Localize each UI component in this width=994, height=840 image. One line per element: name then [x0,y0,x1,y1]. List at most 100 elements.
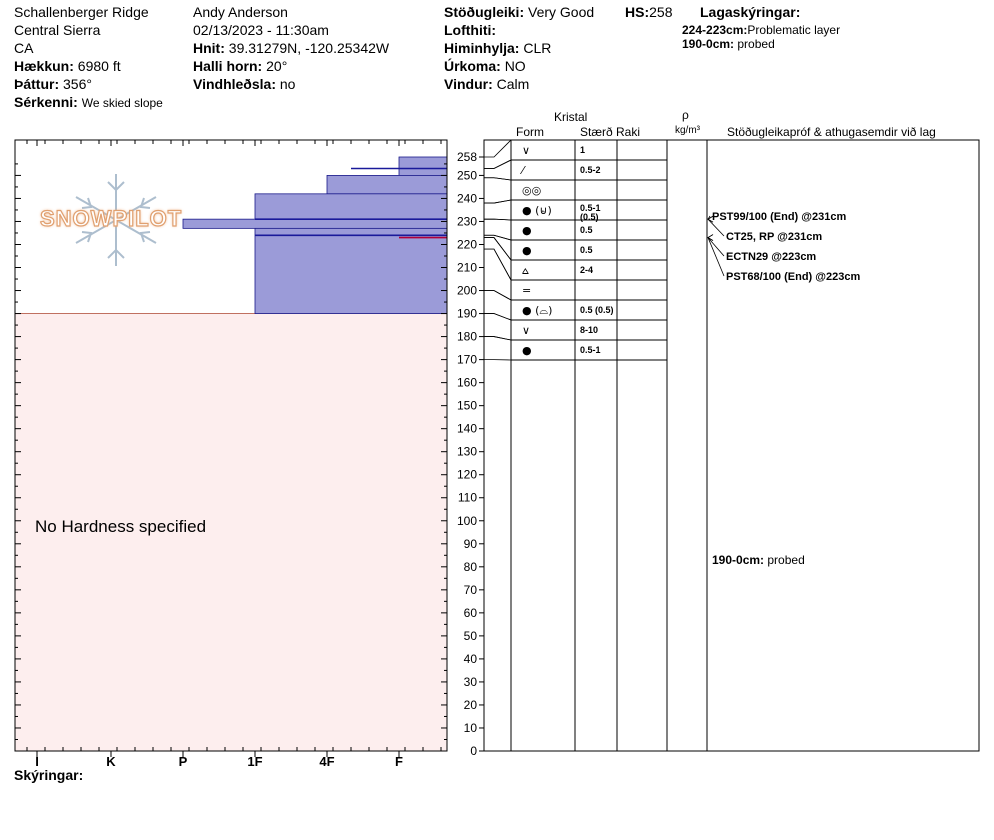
moisture-header: Raki [616,125,641,139]
hs-value: 258 [649,4,673,20]
grain-form-symbol: ● [522,244,532,257]
elevation-value: 6980 ft [77,58,121,74]
depth-tick-label: 220 [457,237,477,251]
hardness-bar [254,227,448,314]
grain-size-label: 0.5-1 [580,345,601,355]
hardness-tick-label: F [395,754,403,769]
depth-tick-label: 150 [457,399,477,413]
observation-datetime: 02/13/2023 - 11:30am [193,22,329,38]
hs-field: HS:258 [625,4,672,20]
slope-value: 20° [266,58,288,74]
test-arrow-head [707,234,714,241]
location-name: Schallenberger Ridge [14,4,149,20]
elevation-label: Hækkun: [14,58,74,74]
probed-note: 190-0cm: probed [712,553,805,567]
grain-form-symbol: ◎◎ [522,184,541,197]
hardness-tick-label: 1F [247,754,262,769]
layer-connector [484,177,512,181]
hardness-tick-label: I [35,754,39,769]
layer-connector [484,313,512,321]
layer-connector [484,218,512,221]
elevation-field: Hækkun: 6980 ft [14,58,121,74]
layer-connector [484,237,512,261]
depth-tick-label: 30 [464,675,478,689]
coords-label: Hnit: [193,40,225,56]
layer-note-2-range: 190-0cm: [682,37,735,51]
depth-tick-label: 140 [457,422,477,436]
test-pointer-line [707,218,725,237]
layer-connector [484,290,512,301]
grain-form-symbol: ● [522,224,532,237]
hardness-bar [398,156,448,176]
test-arrow-head [707,215,714,223]
coords-field: Hnit: 39.31279N, -120.25342W [193,40,389,56]
depth-tick-label: 250 [457,168,477,182]
depth-tick-label: 50 [464,629,478,643]
depth-tick-label: 160 [457,376,477,390]
state-name: CA [14,40,34,56]
grain-form-symbol: ⩟ [522,264,529,277]
wind-value: Calm [496,76,530,92]
range-name: Central Sierra [14,22,101,38]
features-label: Sérkenni: [14,94,78,110]
hardness-tick-label: 4F [319,754,334,769]
depth-tick-label: 180 [457,330,477,344]
stability-value: Very Good [528,4,595,20]
layer-table-border [483,139,980,752]
stability-field: Stöðugleiki: Very Good [444,4,594,20]
grain-form-symbol: ⁄ [519,164,526,177]
aspect-field: Þáttur: 356° [14,76,92,92]
hardness-plot-border [14,139,448,752]
depth-tick-label: 130 [457,445,477,459]
depth-tick-label: 170 [457,353,477,367]
features-value: We skied slope [81,96,163,110]
aspect-value: 356° [63,76,92,92]
depth-tick-label: 20 [464,698,478,712]
wind-loading-value: no [279,76,296,92]
no-hardness-text: No Hardness specified [35,517,207,536]
wind-field: Vindur: Calm [444,76,529,92]
hardness-bar [182,218,448,229]
depth-tick-label: 110 [458,491,477,505]
slope-label: Halli horn: [193,58,263,74]
hs-label: HS: [625,4,650,20]
layer-connector [484,159,512,169]
layer-notes-title: Lagaskýringar: [700,4,801,20]
grain-size-label: 0.5 [580,225,593,235]
rho-header: ρ [682,108,689,122]
depth-tick-label: 200 [457,284,477,298]
probed-note-range: 190-0cm: [712,553,765,567]
stability-test-label: PST68/100 (End) @223cm [726,271,860,283]
depth-tick-label: 210 [457,261,477,275]
size-header: Stærð [580,125,613,139]
grain-form-symbol: ● (⌓) [522,304,552,317]
depth-tick-label: 240 [457,191,477,205]
hardness-bar [326,175,448,195]
air-temp-label: Lofthiti: [444,22,497,38]
grain-size-label: 0.5 (0.5) [580,305,614,315]
features-field: Sérkenni: We skied slope [14,94,163,110]
hardness-tick-label: P [179,754,188,769]
depth-tick-label: 70 [464,583,478,597]
grain-size-label: 1 [580,145,585,155]
unknown-hardness-region [15,313,447,751]
snowpilot-logo-text: SNOWPILOT [39,205,183,231]
grain-form-symbol: ∨ [522,324,530,337]
depth-tick-label: 0 [470,744,477,758]
layer-connector [484,336,512,341]
stability-test-label: CT25, RP @231cm [726,231,822,243]
sky-value: CLR [523,40,552,56]
layer-connector [484,159,512,169]
layer-connector [484,139,512,158]
precip-field: Úrkoma: NO [444,58,526,74]
observer-name: Andy Anderson [193,4,288,20]
wind-loading-label: Vindhleðsla: [193,76,276,92]
layer-note-2: 190-0cm: probed [682,37,775,51]
layer-note-1-text: Problematic layer [747,23,841,37]
grain-size-secondary-label: (0.5) [580,212,599,222]
grain-form-symbol: ● [522,344,532,357]
crystal-header: Kristal [554,110,588,124]
depth-tick-label: 120 [457,468,477,482]
test-pointer-line [707,237,725,257]
stability-test-label: PST99/100 (End) @231cm [712,211,846,223]
